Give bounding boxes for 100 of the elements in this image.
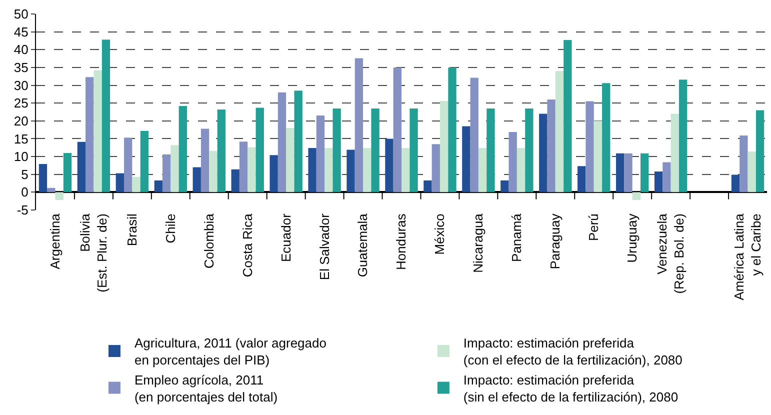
bar <box>470 78 478 192</box>
bar <box>77 142 86 192</box>
y-tick-label: 30 <box>14 78 28 93</box>
bar <box>38 164 48 192</box>
bar <box>324 148 333 192</box>
y-tick-label: 0 <box>21 184 28 200</box>
bar <box>547 100 556 192</box>
y-tick-label: -5 <box>16 202 28 218</box>
x-tick-label: Nicaragua <box>470 212 486 273</box>
bar <box>47 188 56 192</box>
bar <box>354 58 364 192</box>
bar <box>316 116 325 192</box>
bar <box>516 148 526 192</box>
bar <box>640 153 649 192</box>
bar <box>278 92 286 192</box>
bar <box>332 108 341 192</box>
bar <box>748 152 756 192</box>
bar <box>594 120 602 192</box>
x-tick-label: El Salvador <box>316 212 332 280</box>
bar <box>346 150 355 192</box>
y-tick-label: 10 <box>14 149 28 164</box>
bar <box>256 108 264 192</box>
bar <box>154 180 162 192</box>
bar <box>448 67 456 192</box>
bar <box>270 155 278 192</box>
bar <box>486 108 495 192</box>
bar <box>440 100 448 192</box>
bar <box>200 128 210 192</box>
y-tick-label: 5 <box>21 166 28 182</box>
x-tick-label: Uruguay <box>624 213 640 263</box>
bar <box>363 148 372 192</box>
bar <box>86 77 94 192</box>
x-tick-label: Brasil <box>124 213 140 246</box>
bar <box>55 192 64 200</box>
bar <box>393 67 402 192</box>
bar <box>424 180 432 192</box>
bar <box>132 176 140 192</box>
bar <box>740 136 748 192</box>
bar <box>192 167 201 192</box>
x-tick-label: Argentina <box>47 212 62 270</box>
bar <box>124 138 132 192</box>
y-tick-label: 25 <box>14 96 28 111</box>
bar <box>662 162 671 192</box>
y-tick-label: 40 <box>14 42 28 58</box>
x-tick-label: Honduras <box>394 213 409 270</box>
bar <box>564 40 572 192</box>
bar <box>670 114 679 192</box>
x-tick-label: Venezuela (Rep. Bol. de) <box>654 212 686 294</box>
y-tick-label: 20 <box>14 113 28 128</box>
x-tick-label: Panamá <box>509 212 524 262</box>
bar <box>616 153 624 192</box>
bar <box>63 152 72 192</box>
bar <box>678 80 688 192</box>
bar <box>231 169 240 192</box>
x-tick-label: Guatemala <box>355 212 370 278</box>
bar <box>478 148 487 192</box>
y-tick-label: 35 <box>14 60 28 75</box>
x-tick-label: Bolivia (Est. Plur. de) <box>77 212 110 292</box>
x-tick-label: Costa Rica <box>240 212 255 278</box>
x-tick-label: Perú <box>586 214 602 242</box>
bar <box>371 108 380 192</box>
bar <box>731 174 740 192</box>
bar <box>116 173 124 192</box>
bar <box>432 144 440 192</box>
bar <box>140 130 149 192</box>
bar <box>402 148 410 192</box>
bar <box>248 147 256 192</box>
bar <box>578 166 586 192</box>
bar <box>654 172 663 192</box>
y-tick-label: 45 <box>14 24 28 40</box>
bar <box>410 108 418 192</box>
bar <box>217 110 226 192</box>
x-tick-label: Chile <box>162 214 178 244</box>
bar <box>624 153 632 192</box>
x-tick-label: Paraguay <box>548 213 563 270</box>
bar <box>632 192 641 200</box>
x-tick-label: Colombia <box>201 212 216 269</box>
bar <box>239 142 248 192</box>
bar <box>508 132 517 192</box>
bar <box>209 150 218 192</box>
bar <box>586 101 594 192</box>
y-tick-label: 50 <box>14 6 28 22</box>
x-tick-label: América Latina y el Caribe <box>732 212 764 300</box>
legend-label: Empleo agrícola, 2011 (en porcentajes del total) <box>134 372 278 404</box>
bar <box>286 128 294 192</box>
bar <box>602 83 610 192</box>
bar <box>555 71 564 192</box>
bar <box>539 114 548 192</box>
legend-label: Impacto: estimación preferida (sin el efecto de la fertilización), 2080 <box>463 372 678 404</box>
bar <box>525 108 534 192</box>
bar <box>170 145 179 192</box>
bar <box>178 106 188 192</box>
bar <box>294 90 302 192</box>
legend-label: Impacto: estimación preferida (con el efecto de la fertilización), 2080 <box>463 336 682 368</box>
x-tick-label: México <box>432 214 448 255</box>
bar <box>756 110 764 192</box>
bar <box>308 148 316 192</box>
bar <box>162 154 171 192</box>
bar <box>385 138 394 192</box>
bar <box>94 70 102 192</box>
